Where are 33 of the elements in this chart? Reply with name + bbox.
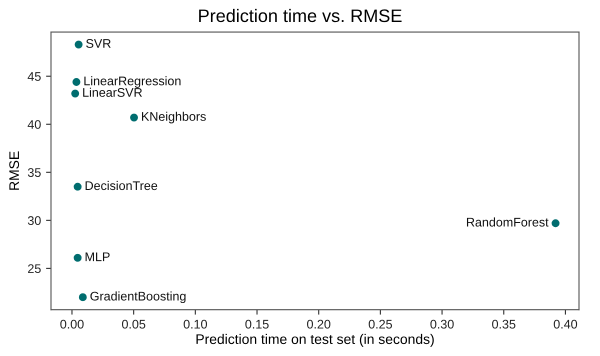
annotation: GradientBoosting: [90, 291, 186, 304]
x-tick-label: 0.00: [60, 320, 84, 329]
point: [74, 254, 82, 262]
annotation: LinearRegression: [84, 76, 181, 88]
point: [74, 40, 83, 48]
x-axis-title: Prediction time on test set (in seconds): [196, 334, 434, 347]
annotation: MLP: [86, 252, 110, 262]
x-tick-label: 0.30: [430, 320, 454, 329]
y-tick-label: 30: [28, 216, 41, 226]
point: [71, 90, 80, 98]
y-axis-title: RMSE: [9, 151, 20, 190]
chart-title: Prediction time vs. RMSE: [199, 8, 402, 22]
y-tick-label: 35: [28, 168, 41, 177]
x-tick-label: 0.05: [122, 320, 146, 329]
x-tick-label: 0.20: [307, 320, 330, 329]
annotation: DecisionTree: [86, 180, 158, 190]
annotation: SVR: [86, 39, 111, 48]
x-tick-label: 0.10: [184, 320, 208, 329]
annotation: LinearSVR: [83, 88, 142, 97]
point: [130, 114, 138, 122]
x-tick-label: 0.35: [492, 320, 516, 329]
x-tick-label: 0.15: [245, 320, 269, 329]
x-tick-label: 0.25: [368, 320, 392, 329]
x-tick-label: 0.40: [554, 320, 578, 329]
point: [552, 219, 560, 228]
point: [78, 293, 87, 302]
annotation: RandomForest: [466, 217, 549, 227]
annotation: KNeighbors: [142, 112, 206, 124]
y-tick-label: 40: [28, 120, 41, 129]
point: [72, 78, 80, 86]
point: [74, 182, 82, 191]
y-tick-label: 25: [28, 264, 41, 274]
y-tick-label: 45: [28, 72, 41, 81]
